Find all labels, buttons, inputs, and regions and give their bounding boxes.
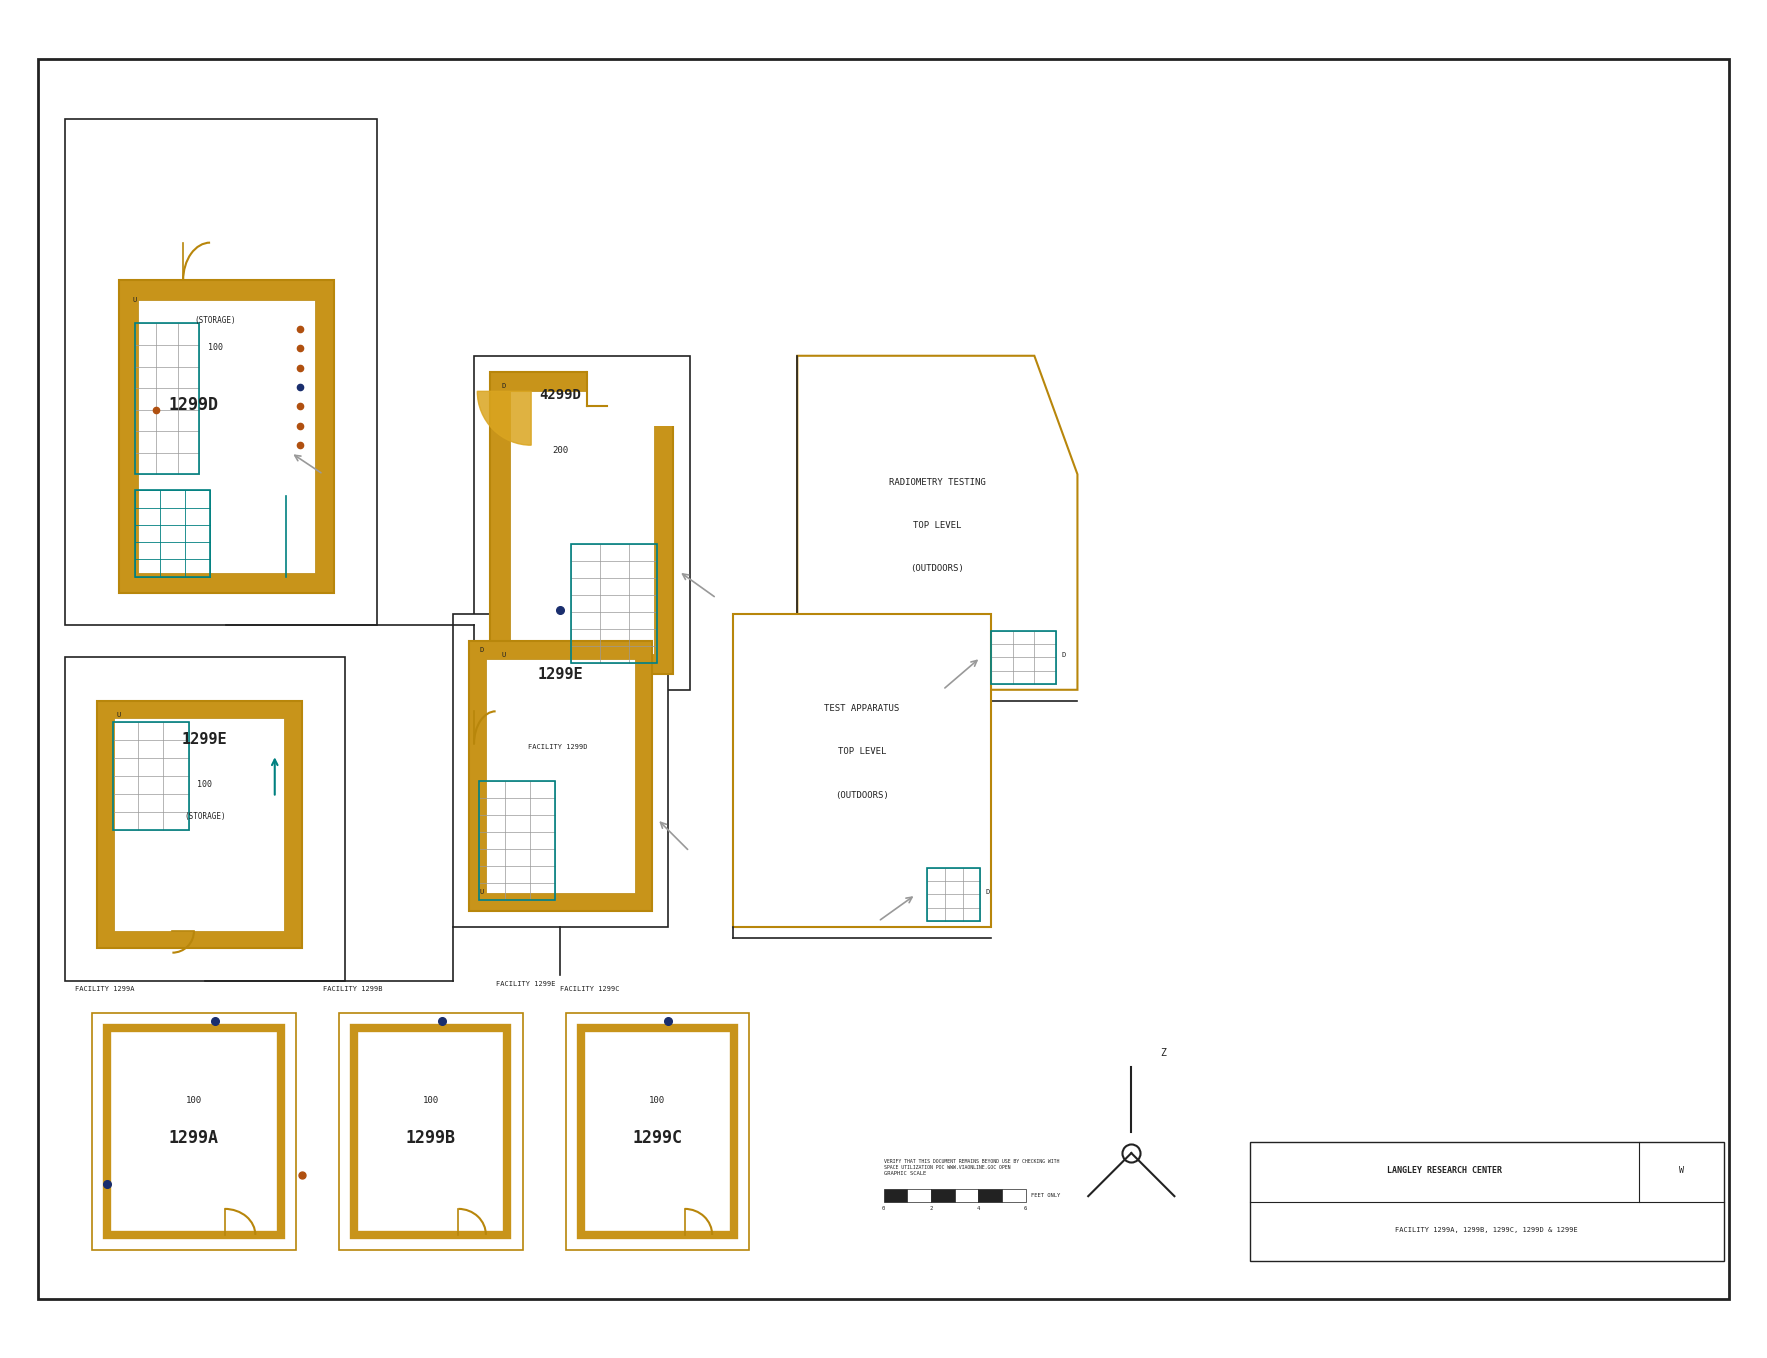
Wedge shape: [477, 391, 532, 445]
Bar: [733, 614, 991, 926]
Bar: [884, 1188, 906, 1202]
Bar: [991, 630, 1057, 684]
Text: 0: 0: [882, 1206, 885, 1211]
Bar: [587, 367, 679, 426]
Bar: [134, 490, 210, 577]
Text: 1299B: 1299B: [406, 1130, 456, 1148]
Text: 100: 100: [186, 1096, 201, 1105]
Text: (STORAGE): (STORAGE): [184, 812, 226, 822]
Text: U: U: [502, 652, 505, 659]
Bar: [931, 1188, 954, 1202]
Bar: [97, 701, 302, 948]
Polygon shape: [797, 356, 1078, 690]
Text: 200: 200: [553, 445, 569, 455]
Text: 4: 4: [977, 1206, 981, 1211]
Bar: [106, 1028, 281, 1234]
Text: 1299E: 1299E: [537, 667, 583, 682]
Text: U: U: [117, 712, 120, 718]
Bar: [906, 1188, 931, 1202]
Bar: [581, 1028, 733, 1234]
Text: D: D: [986, 889, 990, 895]
Bar: [509, 391, 654, 655]
Bar: [113, 722, 189, 830]
Text: 1299D: 1299D: [170, 395, 219, 414]
Text: VERIFY THAT THIS DOCUMENT REMAINS BEYOND USE BY CHECKING WITH
SPACE UTILIZATION : VERIFY THAT THIS DOCUMENT REMAINS BEYOND…: [884, 1160, 1058, 1171]
Text: FACILITY 1299A: FACILITY 1299A: [76, 986, 134, 993]
Text: (OUTDOORS): (OUTDOORS): [910, 565, 965, 573]
Bar: [486, 659, 634, 894]
Text: D: D: [1062, 652, 1066, 659]
Bar: [452, 614, 668, 926]
Text: D: D: [502, 383, 505, 390]
Text: TOP LEVEL: TOP LEVEL: [914, 521, 961, 530]
Text: FEET ONLY: FEET ONLY: [1032, 1192, 1060, 1198]
Text: 100: 100: [648, 1096, 666, 1105]
Text: 100: 100: [198, 779, 212, 789]
Text: 100: 100: [422, 1096, 438, 1105]
Bar: [565, 1013, 749, 1251]
Text: W: W: [1679, 1167, 1684, 1175]
Bar: [92, 1013, 297, 1251]
Text: 4299D: 4299D: [539, 388, 581, 402]
Bar: [926, 868, 981, 922]
Text: FACILITY 1299D: FACILITY 1299D: [528, 744, 587, 750]
Text: TOP LEVEL: TOP LEVEL: [838, 747, 885, 756]
Bar: [489, 372, 673, 674]
Text: U: U: [133, 297, 136, 303]
Bar: [339, 1013, 523, 1251]
Text: D: D: [479, 646, 484, 653]
Bar: [979, 1188, 1002, 1202]
Bar: [954, 1188, 979, 1202]
Bar: [468, 641, 652, 911]
Text: Z: Z: [1161, 1048, 1166, 1058]
Text: FACILITY 1299E: FACILITY 1299E: [495, 980, 555, 987]
Bar: [115, 718, 284, 932]
Text: 1299C: 1299C: [633, 1130, 682, 1148]
Text: (STORAGE): (STORAGE): [194, 316, 237, 326]
Bar: [65, 118, 376, 625]
Text: GRAPHIC SCALE: GRAPHIC SCALE: [884, 1171, 926, 1176]
Bar: [65, 657, 345, 980]
Bar: [138, 300, 315, 573]
Bar: [1002, 1188, 1025, 1202]
Bar: [479, 781, 555, 900]
Bar: [571, 545, 657, 663]
Text: FACILITY 1299A, 1299B, 1299C, 1299D & 1299E: FACILITY 1299A, 1299B, 1299C, 1299D & 12…: [1396, 1228, 1578, 1233]
Text: 6: 6: [1025, 1206, 1027, 1211]
Text: TEST APPARATUS: TEST APPARATUS: [825, 705, 899, 713]
Bar: [134, 323, 200, 474]
Text: (OUTDOORS): (OUTDOORS): [836, 790, 889, 800]
Text: U: U: [479, 889, 484, 895]
Bar: [355, 1028, 507, 1234]
Bar: [118, 280, 334, 593]
Text: FACILITY 1299B: FACILITY 1299B: [323, 986, 383, 993]
Text: 1299A: 1299A: [170, 1130, 219, 1148]
Bar: [474, 356, 689, 690]
Text: RADIOMETRY TESTING: RADIOMETRY TESTING: [889, 478, 986, 488]
Bar: [1249, 1142, 1725, 1260]
Text: LANGLEY RESEARCH CENTER: LANGLEY RESEARCH CENTER: [1387, 1167, 1502, 1175]
Text: FACILITY 1299C: FACILITY 1299C: [560, 986, 620, 993]
Text: 2: 2: [929, 1206, 933, 1211]
Text: 1299E: 1299E: [182, 732, 228, 747]
Text: 100: 100: [209, 344, 223, 352]
